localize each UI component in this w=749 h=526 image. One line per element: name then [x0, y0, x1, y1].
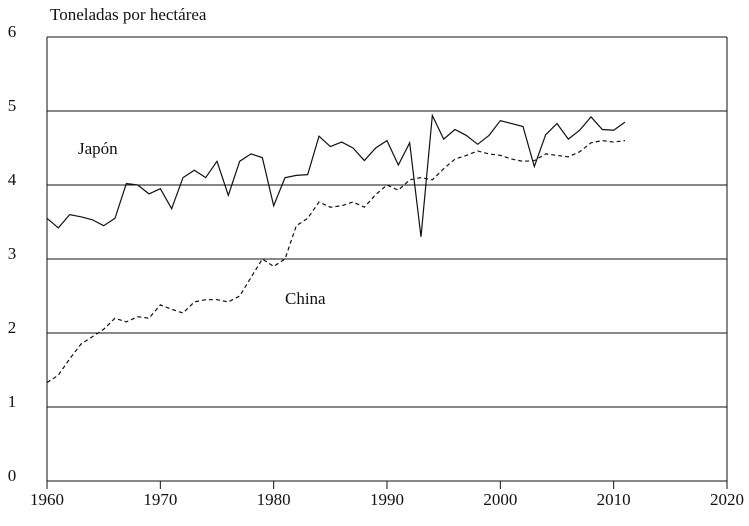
y-tick-label: 2 — [8, 318, 17, 337]
x-tick-label: 1980 — [257, 490, 291, 509]
x-tick-label: 2020 — [710, 490, 744, 509]
series-line — [46, 139, 626, 384]
y-axis-label: Toneladas por hectárea — [50, 5, 207, 24]
y-tick-label: 6 — [8, 22, 17, 41]
y-tick-label: 3 — [8, 244, 17, 263]
x-tick-label: 1960 — [30, 490, 64, 509]
series-label: China — [285, 289, 326, 308]
series-line — [46, 113, 626, 237]
y-tick-label: 0 — [8, 466, 17, 485]
series-label: Japón — [78, 139, 118, 158]
y-tick-label: 4 — [8, 170, 17, 189]
y-tick-label: 5 — [8, 96, 17, 115]
y-tick-label: 1 — [8, 392, 17, 411]
x-tick-label: 1970 — [143, 490, 177, 509]
x-tick-label: 1990 — [370, 490, 404, 509]
x-tick-label: 2000 — [483, 490, 517, 509]
x-tick-label: 2010 — [597, 490, 631, 509]
